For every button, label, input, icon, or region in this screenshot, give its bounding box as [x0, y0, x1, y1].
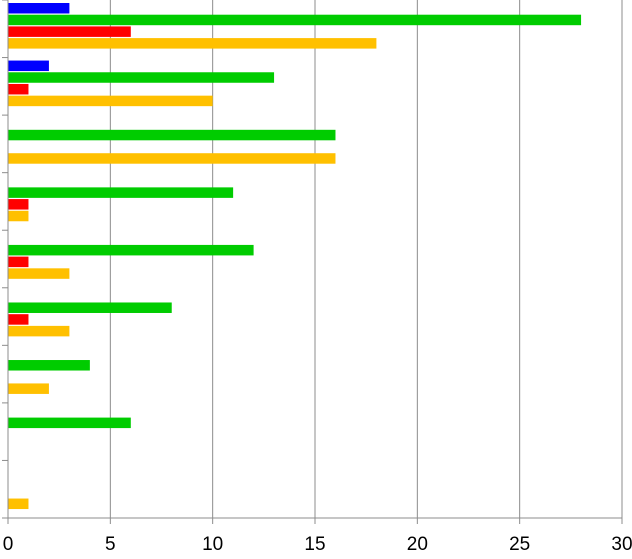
bar-series1-cat2 — [8, 129, 336, 141]
bar-series3-cat1 — [8, 95, 213, 107]
bar-series2-cat0 — [8, 26, 131, 37]
bar-series2-cat3 — [8, 199, 29, 210]
x-tick-label: 0 — [3, 534, 14, 555]
axes — [2, 0, 623, 524]
x-tick-label: 20 — [407, 534, 428, 555]
x-tick-label: 30 — [611, 534, 632, 555]
bars — [8, 3, 582, 510]
bar-series0-cat1 — [8, 60, 49, 72]
x-tick-label: 15 — [304, 534, 325, 555]
bar-series3-cat4 — [8, 268, 70, 279]
bar-series1-cat1 — [8, 72, 275, 83]
bar-series1-cat4 — [8, 244, 254, 256]
bar-series2-cat5 — [8, 314, 29, 325]
bar-series3-cat2 — [8, 153, 336, 164]
bar-series0-cat0 — [8, 3, 70, 14]
bar-series1-cat0 — [8, 14, 582, 26]
bar-series3-cat3 — [8, 210, 29, 222]
gridlines — [109, 0, 623, 518]
bar-series2-cat4 — [8, 256, 29, 268]
bar-series1-cat7 — [8, 417, 131, 429]
bar-series3-cat8 — [8, 498, 29, 510]
x-tick-label: 10 — [202, 534, 223, 555]
bar-series3-cat6 — [8, 383, 49, 394]
x-tick-label: 25 — [509, 534, 530, 555]
bar-series3-cat0 — [8, 38, 377, 49]
x-tick-label: 5 — [105, 534, 116, 555]
bar-series3-cat5 — [8, 325, 70, 337]
bar-series1-cat5 — [8, 302, 172, 313]
bar-series2-cat1 — [8, 83, 29, 95]
bar-series1-cat3 — [8, 187, 234, 198]
bar-series1-cat6 — [8, 360, 90, 371]
x-tick-labels: 0 5 10 15 20 25 30 — [3, 534, 632, 555]
